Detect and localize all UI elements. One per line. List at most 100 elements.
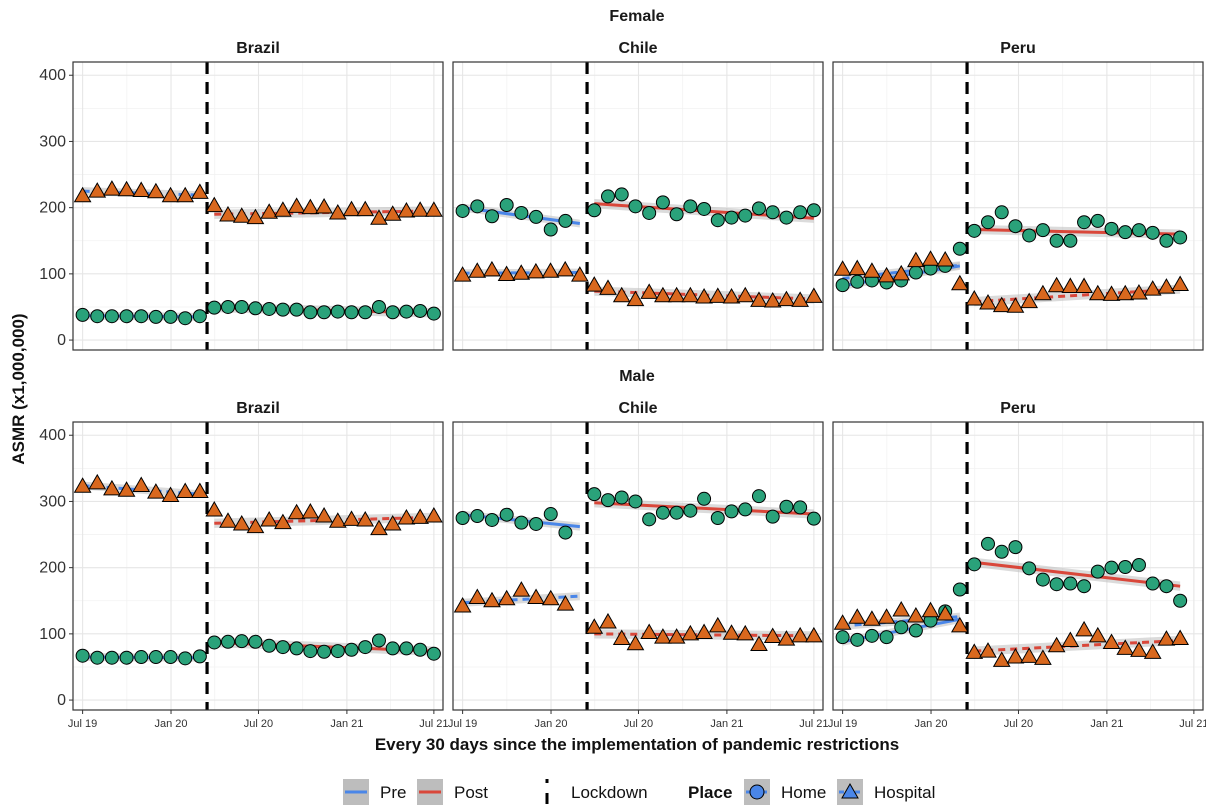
point-hospital-post <box>585 276 604 292</box>
point-hospital-post <box>1157 630 1176 646</box>
point-hospital-post <box>654 286 672 303</box>
point-hospital-post <box>1088 626 1107 643</box>
point-home-post <box>967 223 982 238</box>
point-home-post <box>1035 223 1050 238</box>
x-tick-label: Jul 20 <box>624 718 653 730</box>
point-hospital-pre <box>512 264 531 280</box>
point-home-post <box>751 489 766 504</box>
point-hospital-post <box>992 651 1011 667</box>
point-hospital-post <box>1157 278 1176 294</box>
point-home-post <box>371 299 386 314</box>
point-hospital-pre <box>190 183 209 199</box>
point-home-post <box>600 493 615 508</box>
point-home-post <box>1159 233 1174 248</box>
point-hospital-post <box>1171 275 1190 291</box>
point-home-pre <box>90 309 105 324</box>
point-hospital-post <box>328 203 347 220</box>
panel-title: Brazil <box>236 40 280 57</box>
y-tick-label: 100 <box>39 266 66 283</box>
point-hospital-pre <box>73 186 92 203</box>
panel-border <box>452 61 824 351</box>
point-home-pre <box>148 309 163 324</box>
point-hospital-post <box>356 510 375 527</box>
point-hospital-post <box>425 507 443 523</box>
point-hospital-pre <box>117 481 136 497</box>
point-hospital-pre <box>176 186 195 203</box>
point-home-post <box>642 205 657 220</box>
point-home-pre <box>558 525 573 540</box>
panel-title: Peru <box>1000 400 1036 417</box>
panel-male-chile: Jul 19 Jan 20 Jul 20 Jan 21 Jul 21 <box>448 421 829 730</box>
x-tick-label: Jul 21 <box>799 718 828 730</box>
point-hospital-pre <box>863 610 881 626</box>
panel-title: Peru <box>1000 40 1036 57</box>
panel-title: Brazil <box>236 400 280 417</box>
point-home-post <box>317 644 332 659</box>
point-hospital-pre <box>73 477 92 493</box>
point-hospital-post <box>750 291 768 307</box>
point-home-post <box>262 638 277 653</box>
point-hospital-pre <box>512 581 531 597</box>
point-hospital-post <box>1020 292 1039 309</box>
point-home-post <box>1063 576 1078 591</box>
panel-male-brazil: 0 100 200 300 400 Jul 19 Jan 20 Jul 20 Jan 21 Jul… <box>39 421 449 730</box>
point-home-pre <box>148 650 163 665</box>
point-home-pre <box>952 582 967 597</box>
point-hospital-pre <box>132 476 151 493</box>
point-hospital-pre <box>132 181 151 197</box>
point-home-post <box>330 304 345 319</box>
legend-label-pre: Pre <box>380 783 406 802</box>
point-home-pre <box>543 222 558 237</box>
point-hospital-post <box>640 283 659 299</box>
point-home-pre <box>119 650 134 665</box>
point-hospital-post <box>667 628 686 644</box>
point-home-post <box>642 512 657 527</box>
point-home-post <box>669 505 684 520</box>
point-home-post <box>207 635 222 650</box>
panel-male-peru: Jul 19 Jan 20 Jul 20 Jan 21 Jul 21 <box>828 421 1206 730</box>
point-home-post <box>587 487 602 502</box>
point-home-post <box>765 205 780 220</box>
point-home-pre <box>952 241 967 256</box>
point-home-post <box>399 304 414 319</box>
point-hospital-post <box>1006 648 1025 664</box>
point-hospital-pre <box>950 616 969 633</box>
point-home-post <box>413 642 428 657</box>
point-home-post <box>669 207 684 222</box>
point-hospital-post <box>1006 297 1025 313</box>
point-home-post <box>1131 223 1146 238</box>
point-hospital-post <box>205 196 224 213</box>
point-hospital-pre <box>556 260 575 277</box>
legend-label-hospital: Hospital <box>874 783 935 802</box>
point-home-post <box>385 305 400 320</box>
point-home-post <box>793 205 808 220</box>
point-home-post <box>710 511 725 525</box>
point-home-post <box>806 511 821 526</box>
point-hospital-post <box>260 510 279 527</box>
point-home-post <box>303 305 318 320</box>
point-home-pre <box>908 265 923 280</box>
point-hospital-post <box>342 200 361 217</box>
point-hospital-pre <box>950 274 969 291</box>
point-home-post <box>779 210 794 225</box>
point-home-post <box>779 499 794 514</box>
point-hospital-pre <box>161 186 180 203</box>
point-home-post <box>738 208 753 223</box>
point-home-pre <box>104 309 119 324</box>
point-home-pre <box>163 309 178 324</box>
point-hospital-pre <box>936 250 955 267</box>
panel-border <box>832 61 1204 351</box>
point-hospital-post <box>1102 285 1121 301</box>
point-home-pre <box>163 650 178 665</box>
point-home-pre <box>455 511 470 525</box>
point-hospital-pre <box>833 614 852 630</box>
point-home-post <box>1173 230 1188 245</box>
point-hospital-pre <box>468 588 487 604</box>
point-hospital-post <box>287 197 306 213</box>
point-hospital-post <box>777 630 796 646</box>
point-hospital-post <box>274 201 292 217</box>
point-home-post <box>220 634 235 649</box>
point-home-pre <box>529 209 544 224</box>
point-hospital-post <box>736 286 755 303</box>
